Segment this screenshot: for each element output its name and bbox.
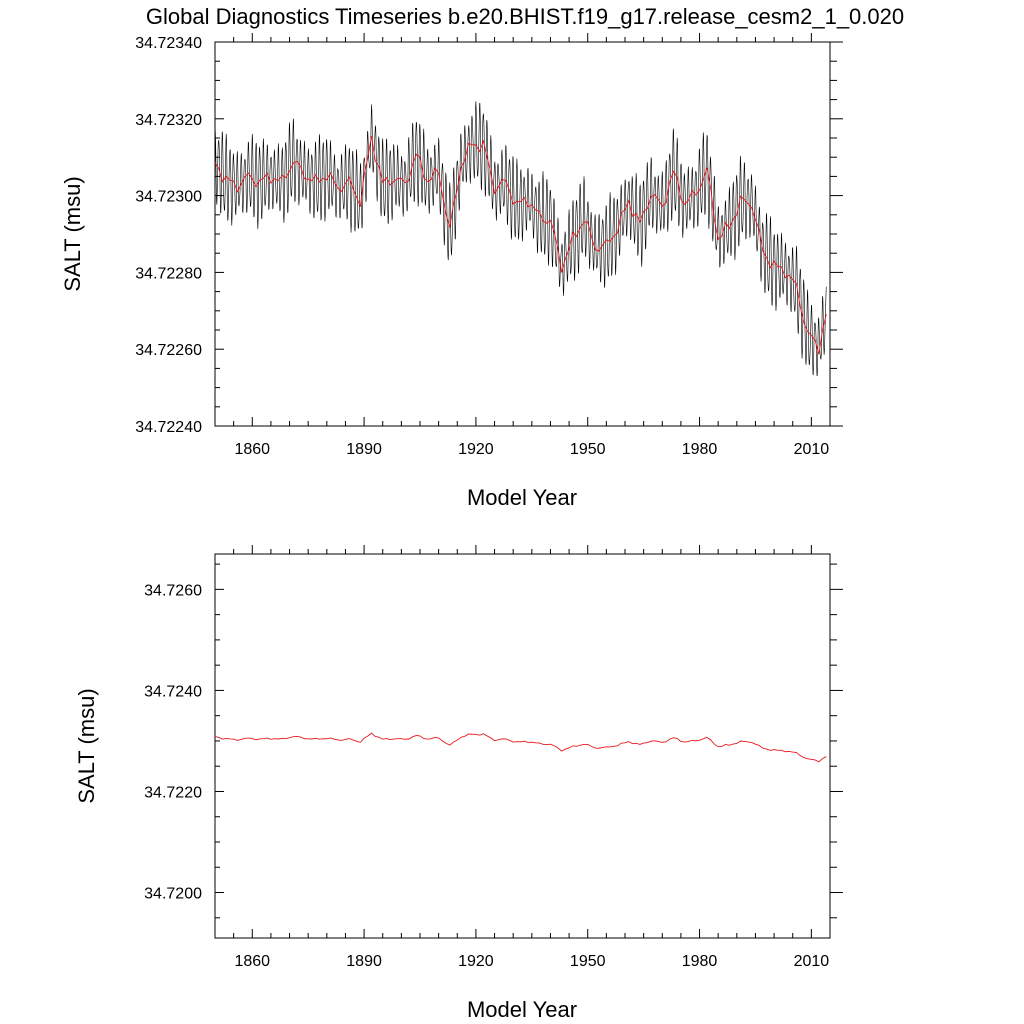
top-x-tick-label: 1920 <box>458 441 494 458</box>
bottom-y-axis-label: SALT (msu) <box>74 688 99 803</box>
bottom-y-tick-label: 34.7200 <box>144 886 202 903</box>
top-x-tick-label: 2010 <box>794 441 830 458</box>
top-monthly-series-line <box>214 101 827 376</box>
top-annual-mean-line <box>214 135 827 355</box>
top-y-tick-label: 34.72240 <box>135 419 202 436</box>
top-x-axis-label: Model Year <box>467 485 577 510</box>
bottom-ticks <box>215 545 843 938</box>
bottom-panel: 1860 1890 1920 1950 1980 2010 34.7200 34.7220 34… <box>74 545 843 1022</box>
top-y-tick-label: 34.72340 <box>135 35 202 52</box>
top-x-tick-label: 1980 <box>682 441 718 458</box>
bottom-annual-mean-line <box>214 732 827 763</box>
top-y-axis-label: SALT (msu) <box>60 176 85 291</box>
top-x-tick-label: 1890 <box>346 441 382 458</box>
bottom-y-tick-label: 34.7240 <box>144 683 202 700</box>
top-y-tick-label: 34.72260 <box>135 342 202 359</box>
top-x-tick-label: 1950 <box>570 441 606 458</box>
bottom-x-axis-label: Model Year <box>467 997 577 1022</box>
bottom-x-tick-label: 1980 <box>682 953 718 970</box>
bottom-x-tick-label: 2010 <box>794 953 830 970</box>
bottom-x-tick-label: 1890 <box>346 953 382 970</box>
top-y-tick-label: 34.72300 <box>135 189 202 206</box>
top-x-tick-label: 1860 <box>234 441 270 458</box>
bottom-y-tick-label: 34.7260 <box>144 582 202 599</box>
top-panel: 1860 1890 1920 1950 1980 2010 34.72240 34.72260… <box>60 33 843 510</box>
bottom-x-tick-label: 1860 <box>234 953 270 970</box>
bottom-y-tick-label: 34.7220 <box>144 784 202 801</box>
chart-title: Global Diagnostics Timeseries b.e20.BHIS… <box>146 4 904 29</box>
bottom-x-tick-label: 1920 <box>458 953 494 970</box>
bottom-x-tick-label: 1950 <box>570 953 606 970</box>
bottom-tick-labels: 1860 1890 1920 1950 1980 2010 34.7200 34.7220 34… <box>144 582 829 970</box>
top-y-tick-label: 34.72320 <box>135 112 202 129</box>
top-y-tick-label: 34.72280 <box>135 265 202 282</box>
bottom-plot-frame <box>214 553 831 939</box>
top-tick-labels: 1860 1890 1920 1950 1980 2010 34.72240 34.72260… <box>135 35 829 458</box>
top-ticks <box>215 33 843 427</box>
